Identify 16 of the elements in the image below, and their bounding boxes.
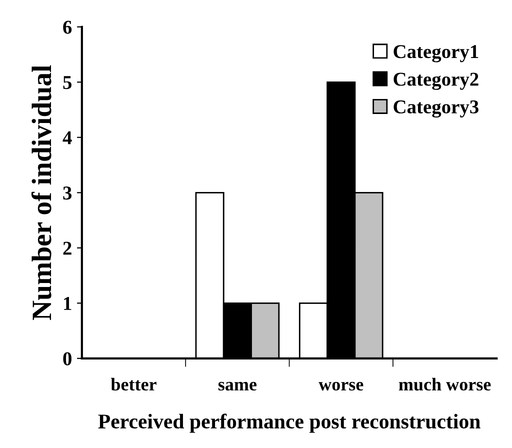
legend-label: Category3 xyxy=(394,100,478,118)
y-tick-label: 6 xyxy=(63,20,72,34)
x-tick-label: much worse xyxy=(398,378,491,391)
x-tick-label: better xyxy=(110,378,156,391)
legend-label: Category1 xyxy=(394,45,478,62)
y-tick-label: 4 xyxy=(62,131,72,144)
y-tick-label: 0 xyxy=(63,352,72,366)
y-tick-label: 2 xyxy=(63,242,72,255)
x-tick-label: worse xyxy=(318,382,364,391)
y-tick-label: 1 xyxy=(64,297,72,310)
x-axis-title: Perceived performance post reconstruction xyxy=(98,414,480,433)
x-tick-label: same xyxy=(218,382,257,391)
y-axis-title: Number of individual xyxy=(31,65,52,320)
y-tick-label: 5 xyxy=(63,76,72,90)
legend-label: Category2 xyxy=(394,72,478,90)
y-tick-label: 3 xyxy=(63,186,72,200)
